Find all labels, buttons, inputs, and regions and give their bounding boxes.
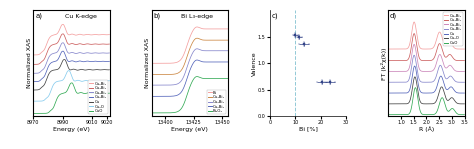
- X-axis label: R (Å): R (Å): [419, 127, 434, 132]
- X-axis label: Bi [%]: Bi [%]: [299, 127, 318, 132]
- Legend: Cu₅Bi₂, Cu₄Bi₂, Cu₃Bi₁, Cu₂Bi₁, Cu, Cu₂O, CuO: Cu₅Bi₂, Cu₄Bi₂, Cu₃Bi₁, Cu₂Bi₁, Cu, Cu₂O…: [443, 12, 463, 46]
- Y-axis label: Valence: Valence: [252, 51, 256, 76]
- Text: b): b): [154, 13, 161, 19]
- X-axis label: Energy (eV): Energy (eV): [53, 127, 90, 132]
- X-axis label: Energy (eV): Energy (eV): [171, 127, 208, 132]
- Y-axis label: Normalized XAS: Normalized XAS: [145, 38, 150, 88]
- Legend: Bi, Cu₄Bi₂, Cu₃Bi₁, Cu₂Bi₁, Bi₂O₃: Bi, Cu₄Bi₂, Cu₃Bi₁, Cu₂Bi₁, Bi₂O₃: [207, 90, 226, 114]
- Text: d): d): [390, 13, 397, 19]
- Text: a): a): [36, 13, 43, 19]
- Y-axis label: Normalized XAS: Normalized XAS: [27, 38, 32, 88]
- Legend: Cu₅Bi₂, Cu₄Bi₂, Cu₃Bi₁, Cu₂Bi₁, Cu, Cu₂O, CuO: Cu₅Bi₂, Cu₄Bi₂, Cu₃Bi₁, Cu₂Bi₁, Cu, Cu₂O…: [88, 80, 108, 114]
- Text: Cu K-edge: Cu K-edge: [64, 14, 96, 19]
- Text: Bi L₃-edge: Bi L₃-edge: [182, 14, 213, 19]
- Text: c): c): [272, 13, 278, 19]
- Y-axis label: FT (k²χ(k)): FT (k²χ(k)): [381, 47, 387, 80]
